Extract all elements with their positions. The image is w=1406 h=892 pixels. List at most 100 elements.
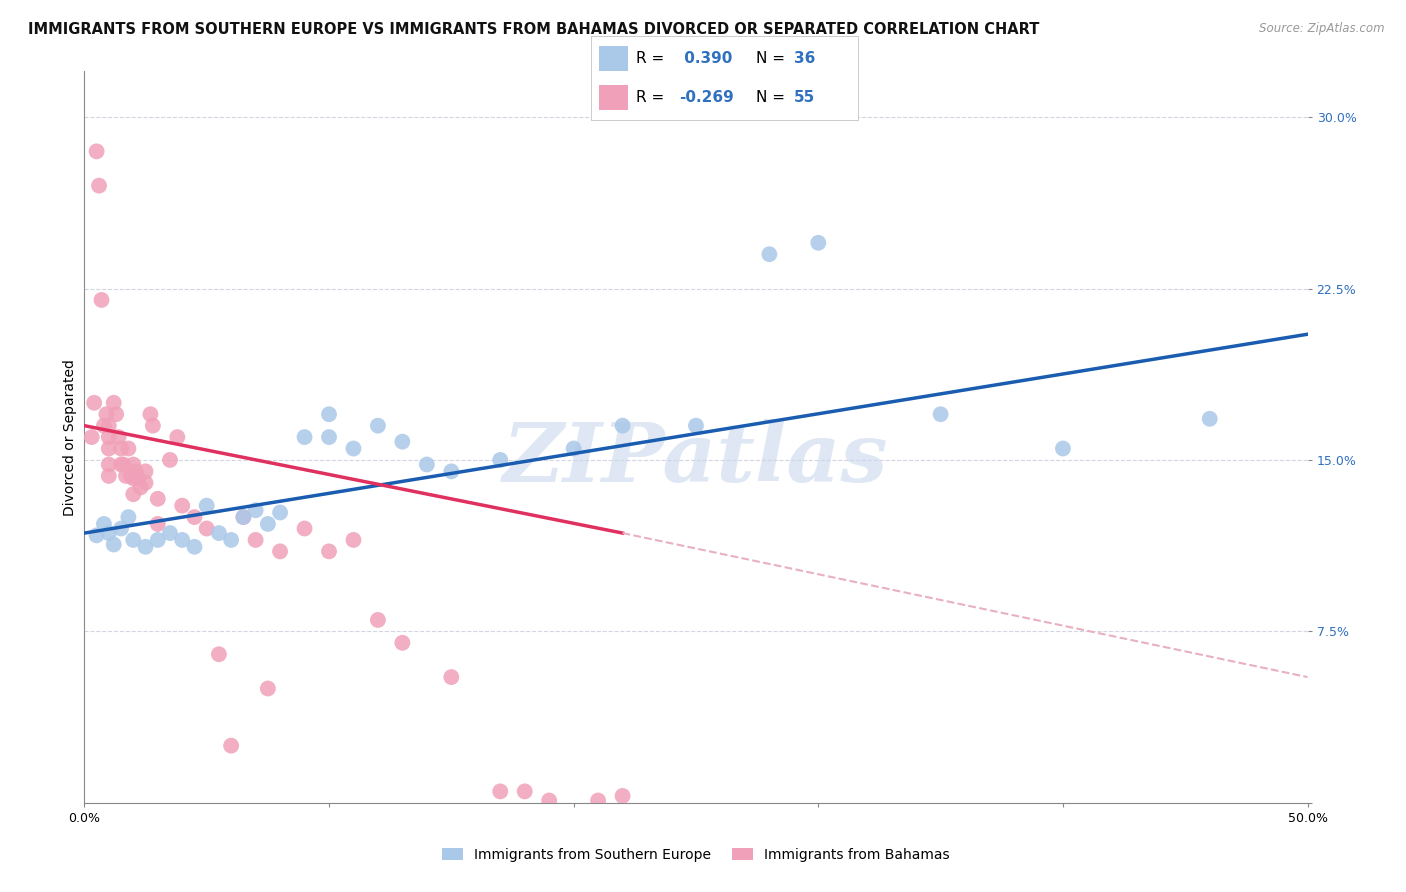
Point (208, 647, 231, 661)
Point (489, 784, 512, 798)
Point (685, 418, 707, 433)
Point (135, 540, 157, 554)
Point (110, 521, 132, 535)
Text: R =: R = (636, 51, 669, 66)
Point (135, 464, 157, 478)
Point (90, 293, 112, 307)
Point (110, 442, 132, 456)
Text: R =: R = (636, 90, 669, 105)
Bar (599, 45, 628, 71)
Point (117, 442, 139, 456)
Text: 36: 36 (793, 51, 815, 66)
Point (440, 464, 463, 478)
Point (93, 418, 115, 433)
Point (538, 793, 561, 807)
Y-axis label: Divorced or Separated: Divorced or Separated (63, 359, 77, 516)
Text: IMMIGRANTS FROM SOUTHERN EUROPE VS IMMIGRANTS FROM BAHAMAS DIVORCED OR SEPARATED: IMMIGRANTS FROM SOUTHERN EUROPE VS IMMIG… (28, 22, 1039, 37)
Text: N =: N = (756, 90, 790, 105)
Point (97, 418, 120, 433)
Point (97, 442, 120, 456)
Legend: Immigrants from Southern Europe, Immigrants from Bahamas: Immigrants from Southern Europe, Immigra… (443, 847, 949, 862)
Text: -0.269: -0.269 (679, 90, 734, 105)
Point (929, 407, 952, 421)
Point (172, 533, 194, 547)
Point (489, 453, 512, 467)
Point (318, 407, 340, 421)
Point (97, 526, 120, 541)
Point (257, 516, 280, 531)
Point (562, 442, 585, 456)
Point (110, 458, 132, 472)
Point (513, 784, 536, 798)
Point (269, 544, 291, 558)
Point (195, 499, 218, 513)
Point (219, 739, 242, 753)
Point (129, 480, 152, 494)
Point (586, 793, 609, 807)
Point (122, 471, 145, 485)
Point (318, 430, 340, 444)
Point (83, 396, 105, 410)
Point (1198, 412, 1220, 426)
Point (245, 533, 267, 547)
Point (127, 471, 149, 485)
Point (115, 469, 138, 483)
Point (342, 442, 364, 456)
Point (146, 491, 169, 506)
Point (120, 469, 142, 483)
Point (139, 407, 162, 421)
Bar (599, 85, 628, 111)
Point (232, 510, 254, 524)
Point (758, 247, 780, 261)
Point (96, 407, 118, 421)
Point (87, 178, 110, 193)
Point (80, 430, 103, 444)
Point (97, 430, 120, 444)
Point (122, 487, 145, 501)
Point (416, 458, 439, 472)
Point (612, 418, 634, 433)
Point (142, 418, 165, 433)
Point (172, 499, 194, 513)
Point (125, 464, 148, 478)
Point (219, 533, 242, 547)
Point (195, 521, 218, 535)
Point (122, 533, 145, 547)
Text: ZIPatlas: ZIPatlas (503, 419, 889, 499)
Point (86, 528, 108, 542)
Point (367, 613, 389, 627)
Point (440, 670, 463, 684)
Point (166, 430, 188, 444)
Point (318, 544, 340, 558)
Point (391, 434, 413, 449)
Point (107, 430, 129, 444)
Point (612, 789, 634, 803)
Point (146, 516, 169, 531)
Text: 55: 55 (793, 90, 815, 105)
Point (86, 145, 108, 159)
Point (93, 516, 115, 531)
Point (159, 526, 181, 541)
Point (135, 475, 157, 490)
Point (367, 418, 389, 433)
Point (391, 636, 413, 650)
Point (159, 453, 181, 467)
Point (103, 396, 125, 410)
Point (807, 235, 830, 250)
Point (112, 458, 135, 472)
Text: 0.390: 0.390 (679, 51, 733, 66)
Point (103, 537, 125, 551)
Point (122, 458, 145, 472)
Point (342, 533, 364, 547)
Point (97, 469, 120, 483)
Point (257, 681, 280, 696)
Point (117, 510, 139, 524)
Text: N =: N = (756, 51, 790, 66)
Point (105, 407, 128, 421)
Point (245, 503, 267, 517)
Point (97, 458, 120, 472)
Point (208, 526, 231, 541)
Point (294, 521, 316, 535)
Point (294, 430, 316, 444)
Text: Source: ZipAtlas.com: Source: ZipAtlas.com (1260, 22, 1385, 36)
